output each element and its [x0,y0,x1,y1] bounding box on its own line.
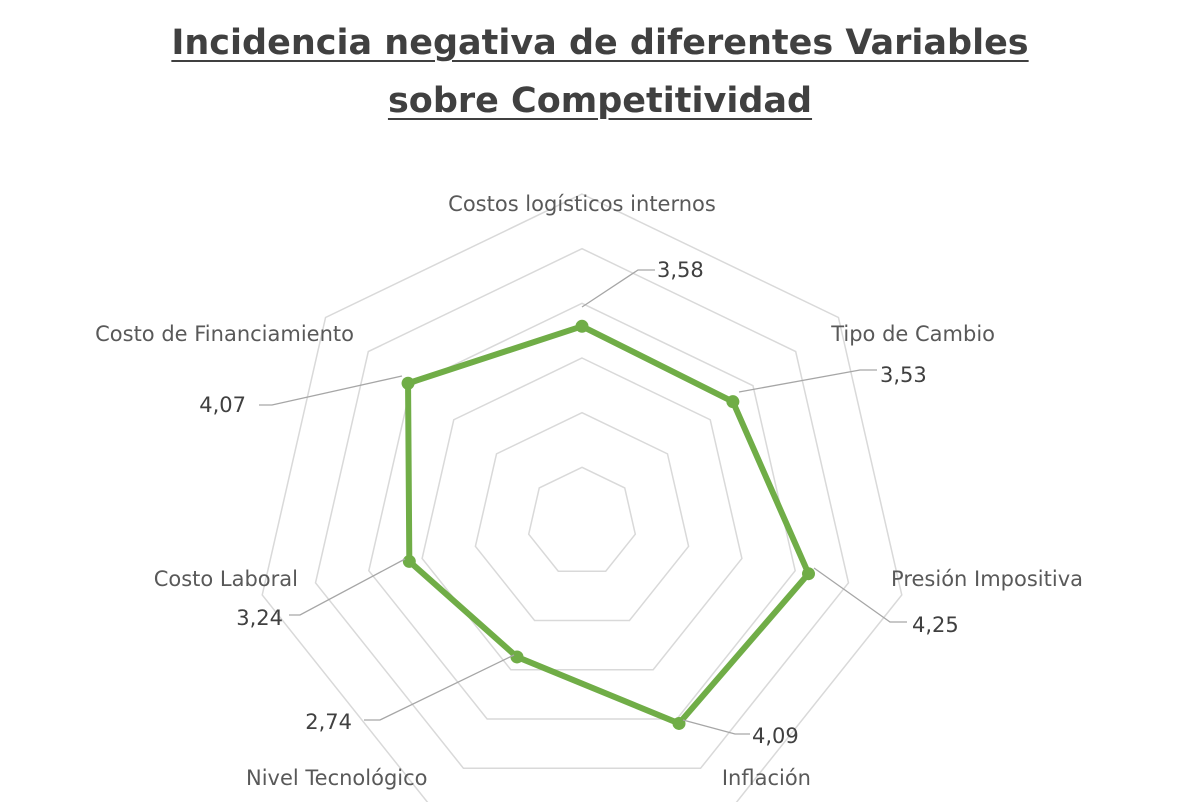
category-label-2: Tipo de Cambio [830,322,995,346]
grid-ring-1 [527,466,637,573]
data-point-3 [802,567,816,581]
leader-line-4 [682,719,750,735]
series-line [405,323,812,727]
grid-ring-2 [474,411,690,622]
value-label-1: 3,58 [657,258,704,282]
chart-title-line-2: sobre Competitividad [387,81,813,121]
data-point-1 [575,319,589,333]
data-point-7 [401,376,415,390]
grid-ring-3 [421,357,743,671]
leader-line-3 [813,567,907,623]
leader-line-7 [259,375,403,406]
value-label-2: 3,53 [880,363,927,387]
leader-line-1 [581,269,655,308]
grid-ring-5 [314,247,850,770]
value-label-3: 4,25 [912,613,959,637]
value-label-7: 4,07 [199,393,246,417]
data-point-4 [672,716,686,730]
chart-title-line-1: Incidencia negativa de diferentes Variab… [171,23,1029,63]
radar-labels: Costos logísticos internos 3,58 Tipo de Ca… [95,192,1083,790]
data-point-6 [402,554,416,568]
category-label-6: Costo Laboral [154,567,298,591]
data-point-5 [510,650,524,664]
value-label-5: 2,74 [305,710,352,734]
grid-ring-6 [261,193,903,802]
category-label-3: Presión Impositiva [891,567,1083,591]
radar-grid [261,193,903,802]
leader-line-2 [738,369,877,393]
category-label-4: Inflación [722,766,811,790]
data-point-2 [726,395,740,409]
value-label-6: 3,24 [236,606,283,630]
category-label-5: Nivel Tecnológico [246,766,428,790]
leader-line-5 [364,654,515,721]
grid-ring-4 [368,302,796,720]
category-label-7: Costo de Financiamiento [95,322,354,346]
radar-series [401,319,816,730]
value-label-4: 4,09 [752,724,799,748]
chart-title: Incidencia negativa de diferentes Variab… [0,14,1200,130]
category-label-1: Costos logísticos internos [448,192,716,216]
leader-line-6 [289,558,406,616]
